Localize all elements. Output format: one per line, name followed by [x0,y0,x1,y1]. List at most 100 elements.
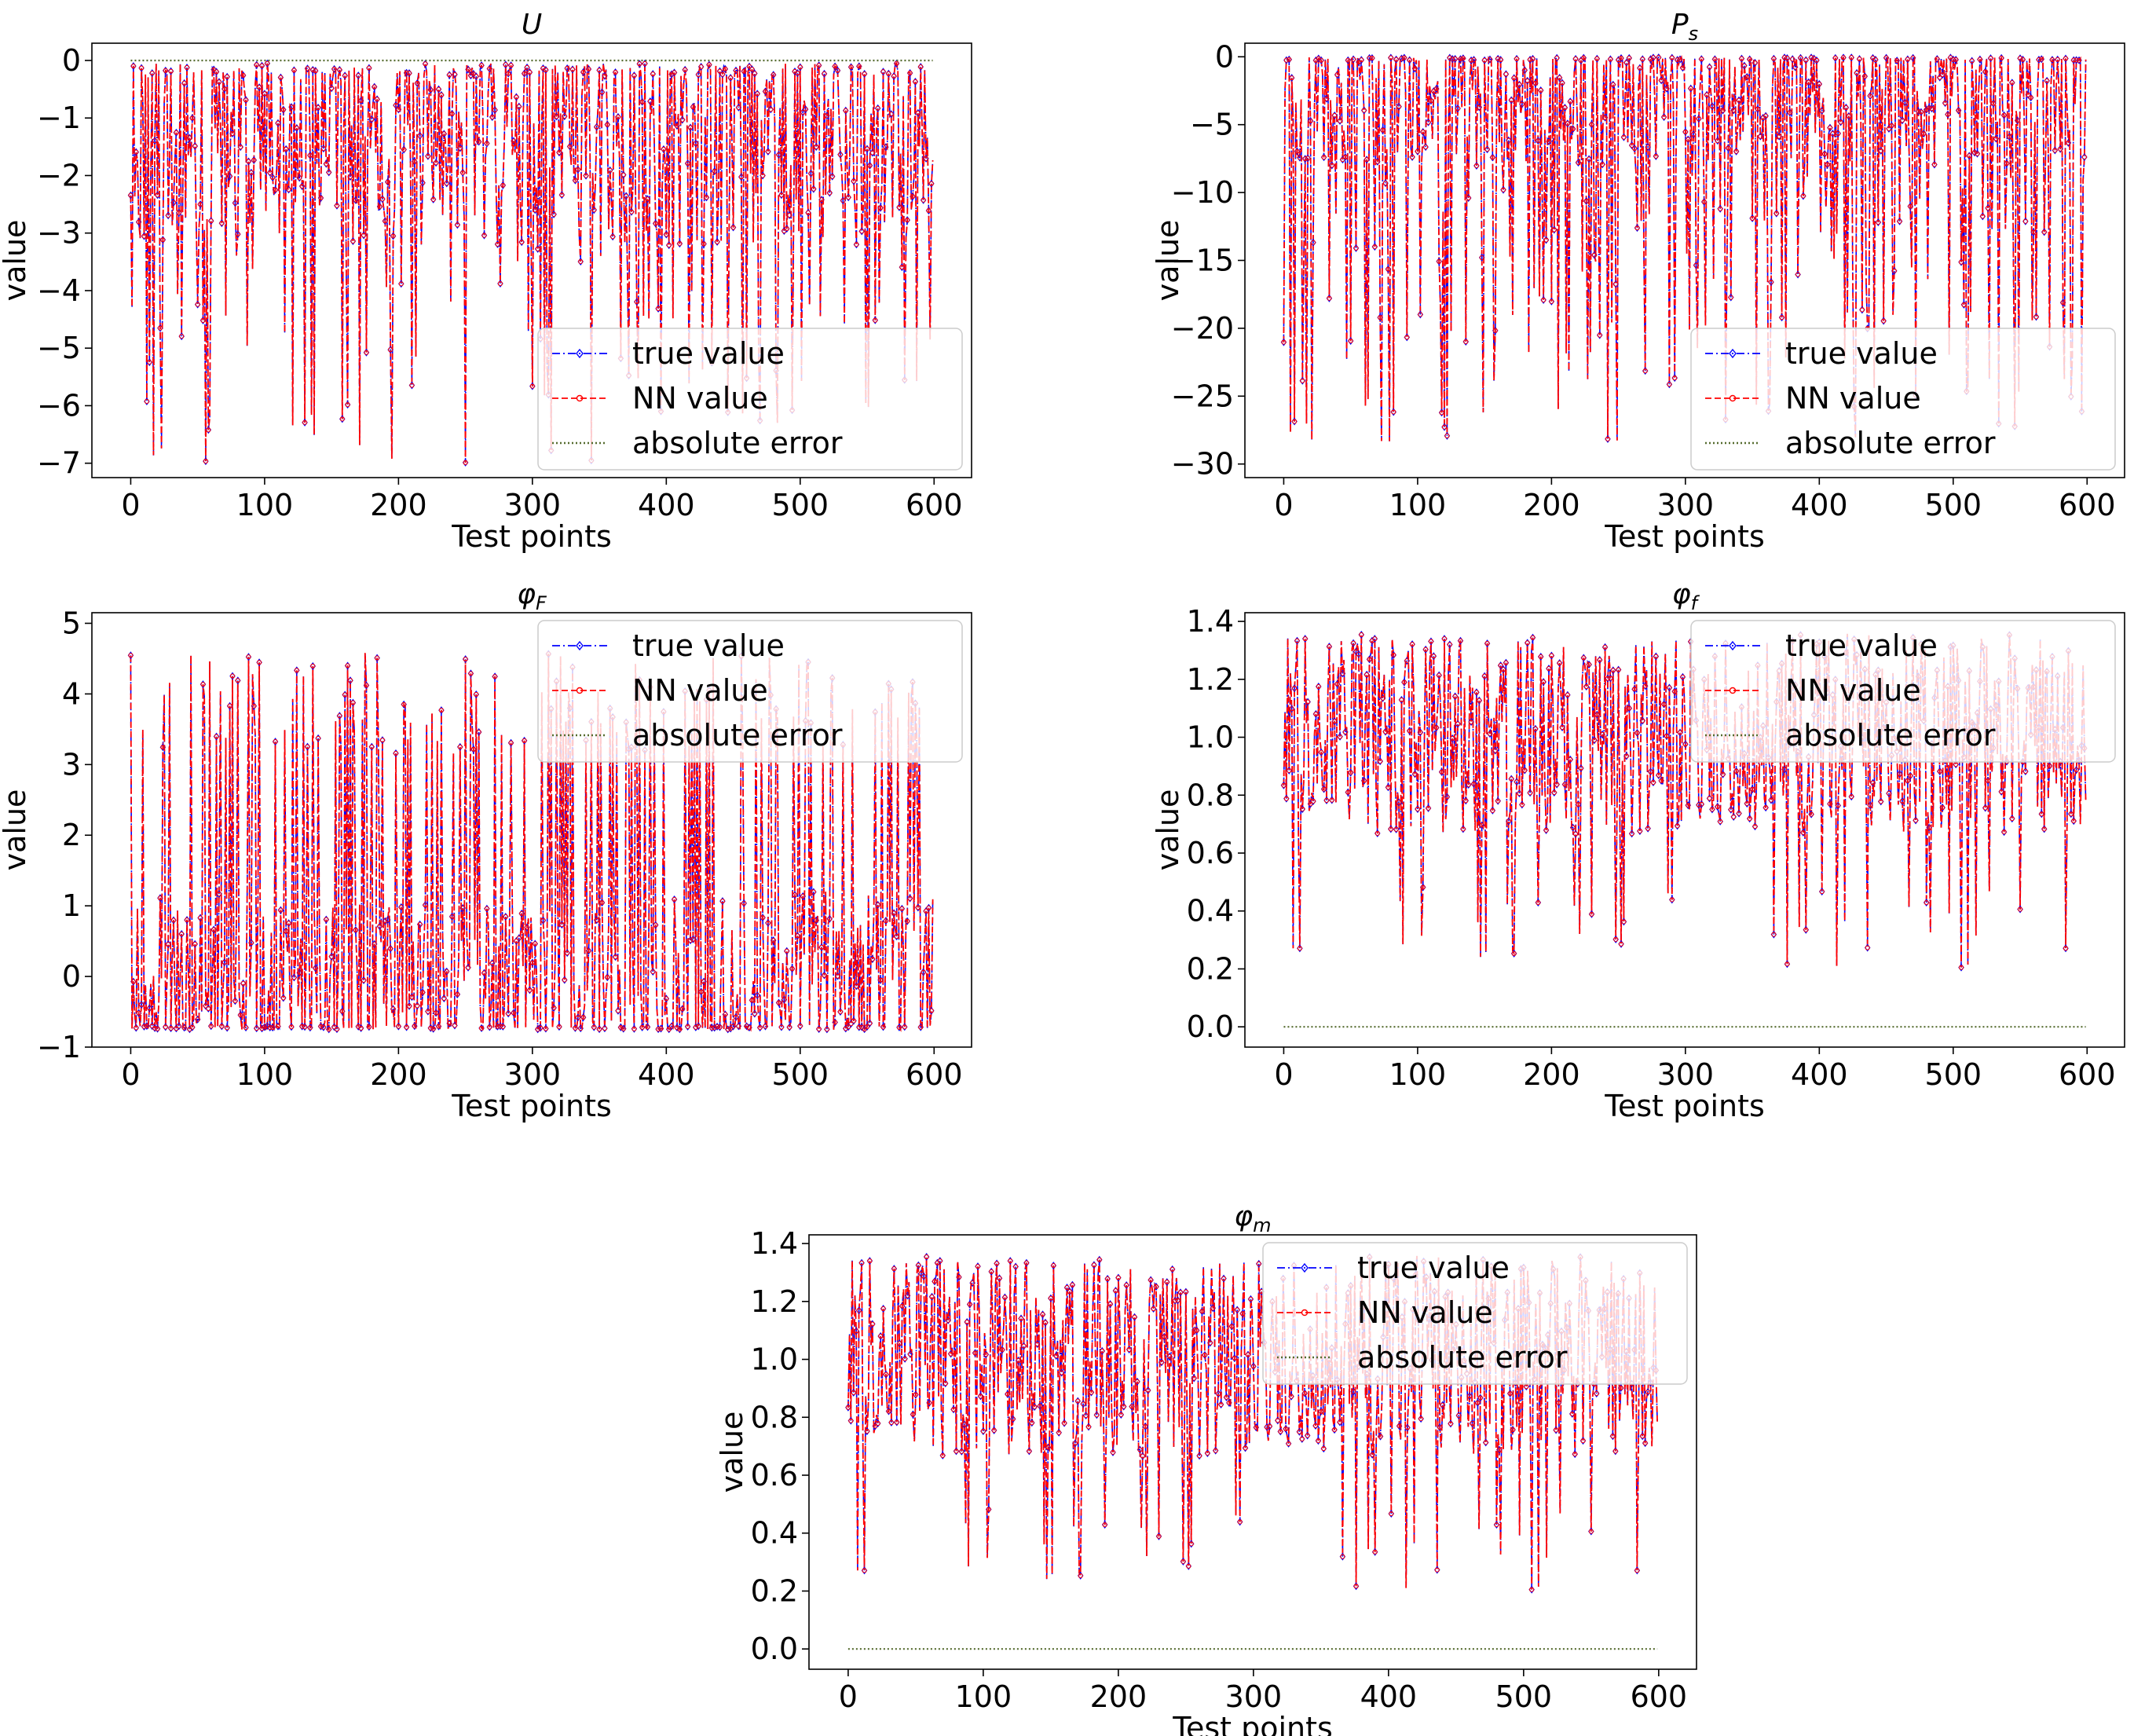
nn-value-point [1924,899,1929,906]
nn-value-point [1297,155,1302,160]
nn-value-point [2017,906,2023,912]
nn-value-point [1418,1416,1424,1422]
nn-value-point [415,1003,420,1009]
nn-value-point [637,61,642,67]
nn-value-point [655,306,661,311]
nn-value-point [1070,1282,1075,1287]
nn-value-point [423,61,428,67]
nn-value-point [926,1400,932,1405]
nn-value-point [1458,638,1463,643]
nn-value-point [299,1024,305,1029]
y-tick-label: 0.6 [751,1458,798,1492]
nn-value-point [736,1024,741,1029]
chart-title: φm [1234,1200,1271,1236]
nn-value-point [500,1024,506,1030]
nn-value-point [2009,816,2015,822]
nn-value-point [972,1350,978,1356]
nn-value-point [811,889,816,895]
nn-value-point [1680,674,1686,679]
nn-value-point [1124,1283,1129,1288]
nn-value-point [138,65,145,71]
nn-value-point [455,991,460,997]
nn-value-point [415,80,420,86]
nn-value-point [1814,57,1820,63]
nn-value-point [1653,153,1659,159]
nn-value-point [1213,1448,1218,1453]
y-tick-label: −1 [37,1030,81,1064]
nn-value-point [615,1008,621,1013]
nn-value-point [1412,771,1418,777]
nn-value-point [318,1024,324,1029]
x-tick-label: 100 [236,1057,294,1092]
nn-value-point [795,70,800,76]
nn-value-point [997,1276,1002,1281]
nn-value-point [1610,82,1616,87]
nn-value-point [1510,1427,1516,1433]
nn-value-point [1468,719,1474,725]
nn-value-point [1064,1284,1070,1291]
nn-value-point [1232,1355,1237,1361]
nn-value-point [1319,749,1324,755]
nn-value-point [924,1254,929,1260]
nn-value-point [1568,99,1573,104]
nn-value-point [1583,683,1589,690]
nn-value-point [1437,1425,1443,1430]
nn-value-point [396,1024,401,1029]
x-tick-label: 0 [1274,1057,1293,1092]
nn-value-point [1768,280,1774,285]
nn-value-point [706,62,712,68]
nn-value-point [1538,87,1543,93]
nn-value-point [356,73,361,79]
nn-value-point [1822,151,1828,157]
nn-value-point [1686,803,1691,808]
nn-value-point [1982,69,1988,75]
nn-value-point [1202,1352,1208,1358]
nn-value-point [970,1280,975,1286]
nn-value-point [1327,644,1332,650]
nn-value-point [1819,888,1825,895]
nn-value-point [822,71,827,76]
nn-value-point [763,89,768,94]
y-tick-label: 1.2 [751,1284,798,1319]
nn-value-point [221,86,227,92]
nn-value-point [888,112,894,117]
nn-value-point [1648,769,1653,775]
nn-value-point [1151,1306,1156,1312]
nn-value-point [1726,145,1731,151]
nn-value-point [235,232,240,237]
nn-value-point [1162,1334,1167,1339]
nn-value-point [1412,66,1418,71]
nn-value-point [398,904,404,910]
nn-value-point [824,1027,829,1032]
nn-value-point [910,194,916,200]
nn-value-point [1148,1277,1154,1283]
nn-value-point [620,1026,626,1031]
nn-value-point [620,172,626,178]
nn-value-point [291,975,297,980]
nn-value-point [516,104,522,109]
nn-value-point [556,1024,562,1030]
nn-value-point [320,146,327,152]
nn-value-point [2063,946,2069,951]
legend-box [1690,620,2116,763]
nn-value-point [946,1317,951,1323]
nn-value-point [1634,730,1640,736]
nn-value-point [867,1020,873,1026]
nn-value-point [481,233,487,238]
nn-value-point [195,302,200,307]
nn-value-point [452,1023,458,1028]
nn-value-point [240,72,246,79]
nn-value-point [1399,697,1404,703]
nn-value-point [176,1024,181,1029]
nn-value-point [789,966,795,972]
nn-value-point [744,1024,749,1029]
nn-value-point [1795,272,1801,277]
nn-value-point [487,1024,492,1030]
nn-value-point [1420,129,1426,135]
nn-value-point [540,917,546,923]
nn-value-point [1431,654,1437,659]
nn-value-point [1300,806,1305,812]
nn-value-point [978,1394,983,1399]
nn-value-point [1229,1324,1235,1329]
nn-value-point [1840,55,1847,60]
